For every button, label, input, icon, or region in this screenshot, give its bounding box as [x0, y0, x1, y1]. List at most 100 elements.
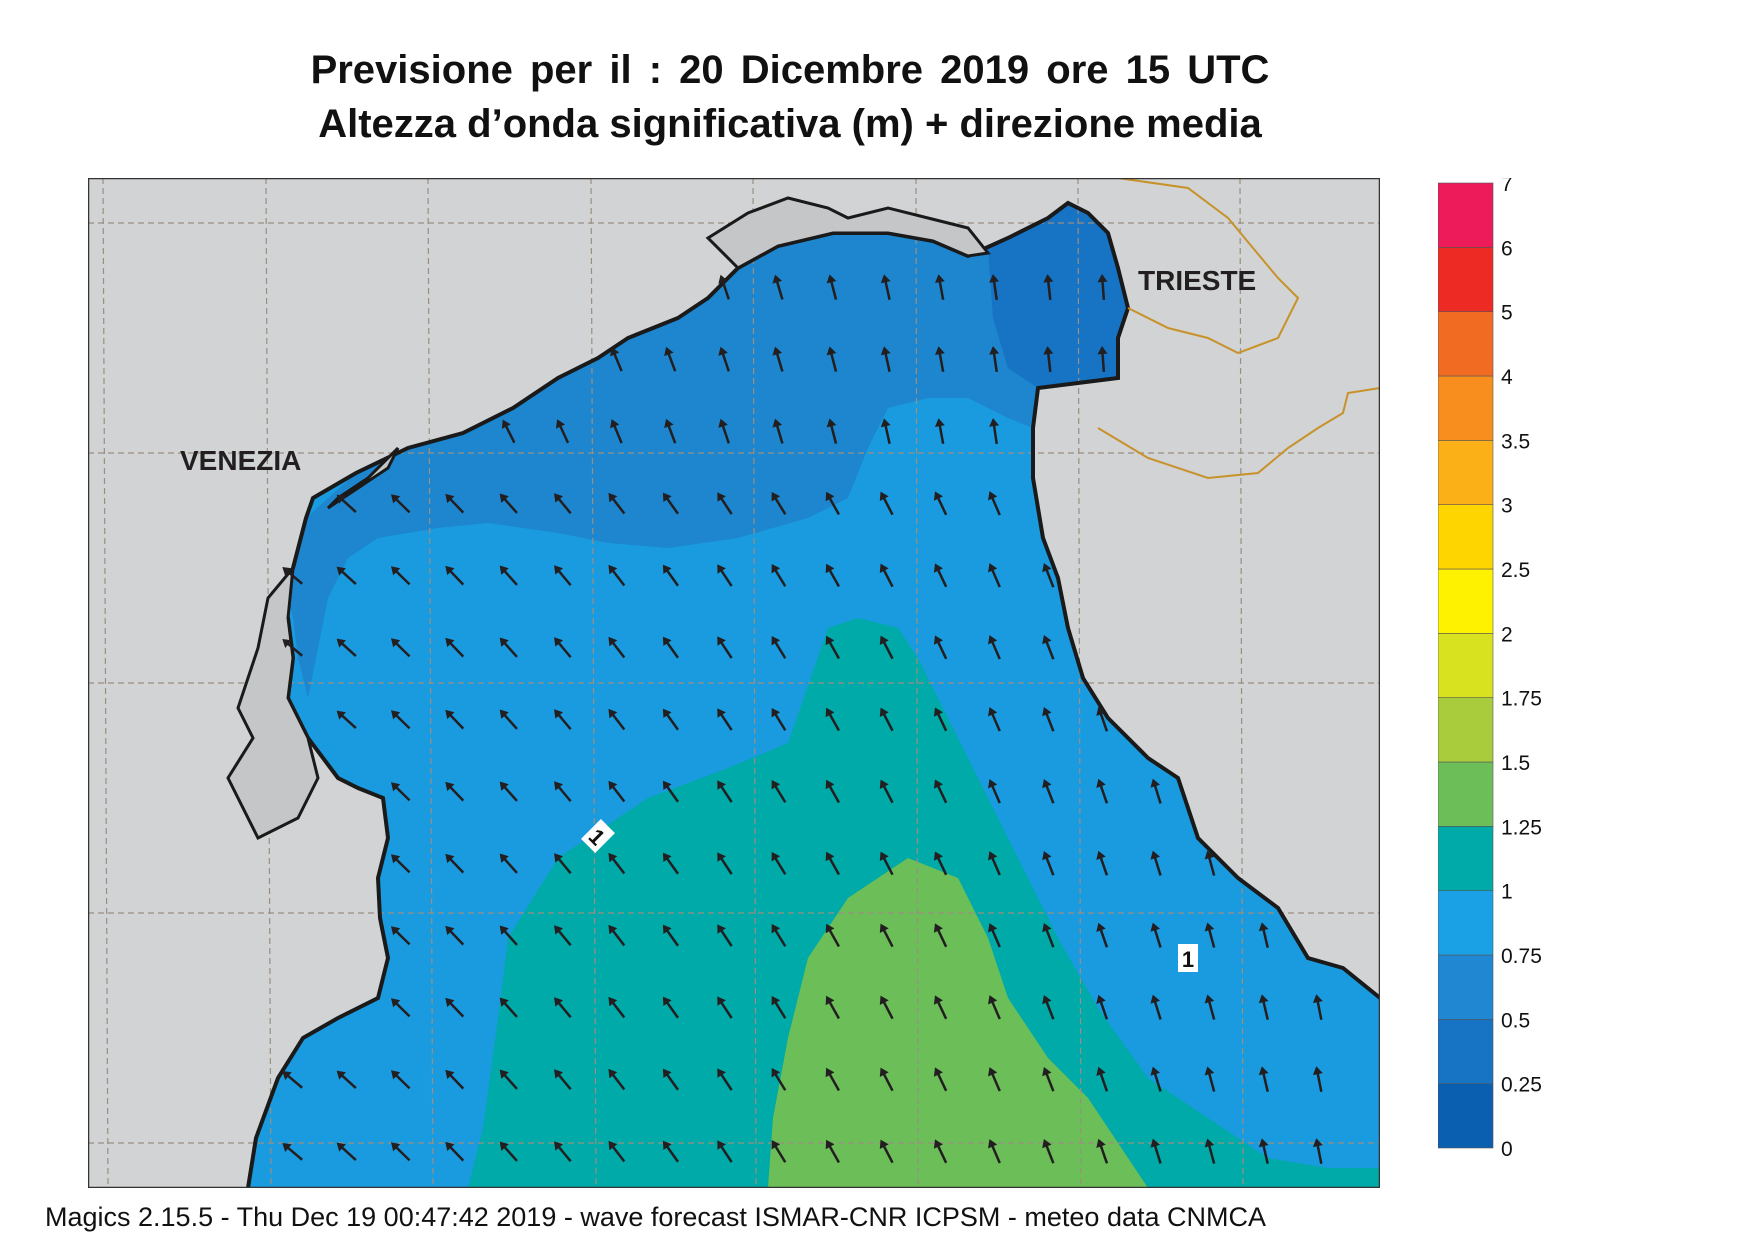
direction-arrow	[608, 996, 626, 1019]
legend-tick-label: 3.5	[1501, 430, 1530, 453]
direction-arrow	[390, 494, 411, 514]
direction-arrow	[772, 418, 784, 444]
legend-tick-label: 0.25	[1501, 1074, 1542, 1097]
direction-arrow	[390, 566, 411, 586]
direction-arrow	[662, 924, 679, 947]
direction-arrow	[933, 1067, 948, 1092]
direction-arrow	[1042, 634, 1055, 660]
direction-arrow	[390, 638, 411, 658]
direction-arrow	[608, 636, 626, 659]
direction-arrow	[662, 1140, 679, 1163]
direction-arrow	[718, 274, 730, 300]
legend-tick-label: 2	[1501, 623, 1513, 646]
direction-arrow	[282, 638, 303, 657]
direction-arrow	[554, 637, 572, 659]
legend-swatch	[1438, 954, 1494, 1020]
direction-arrow	[554, 853, 572, 875]
direction-arrow	[499, 781, 518, 802]
direction-arrow	[554, 493, 572, 515]
direction-arrow	[933, 707, 948, 732]
direction-arrow	[499, 709, 518, 730]
direction-arrow	[664, 418, 677, 444]
direction-arrow	[1042, 994, 1055, 1020]
direction-arrow	[717, 852, 733, 875]
direction-arrow	[1043, 346, 1054, 373]
legend-swatch	[1438, 1083, 1494, 1149]
legend-tick-label: 1	[1501, 881, 1513, 904]
direction-arrow	[1204, 850, 1216, 876]
direction-arrow	[664, 346, 677, 372]
direction-arrow	[282, 1070, 303, 1089]
direction-arrow	[771, 1140, 787, 1163]
direction-arrow	[554, 781, 572, 803]
legend-swatch	[1438, 568, 1494, 634]
direction-arrow	[336, 566, 357, 585]
direction-arrow	[988, 1139, 1001, 1164]
direction-arrow	[555, 419, 570, 444]
legend-swatch	[1438, 1019, 1494, 1084]
direction-arrow	[554, 1069, 572, 1091]
direction-arrow	[879, 635, 894, 660]
direction-arrow	[988, 635, 1001, 660]
direction-arrow	[610, 347, 623, 372]
direction-arrow	[390, 926, 411, 946]
direction-arrow	[445, 637, 465, 658]
direction-arrow	[825, 563, 840, 588]
direction-arrow	[826, 418, 838, 444]
direction-arrow	[1042, 922, 1055, 948]
direction-arrow	[933, 635, 948, 660]
direction-arrow	[390, 710, 411, 730]
direction-arrow	[771, 492, 787, 515]
direction-arrow	[933, 1139, 948, 1164]
direction-arrow	[1097, 346, 1108, 373]
direction-arrow	[935, 418, 945, 445]
direction-arrow	[662, 996, 679, 1019]
legend-tick-label: 3	[1501, 495, 1513, 518]
direction-arrow	[933, 923, 948, 948]
direction-arrow	[1258, 994, 1269, 1020]
direction-arrow	[988, 707, 1001, 732]
national-border	[1097, 178, 1380, 480]
direction-arrow	[880, 418, 891, 444]
direction-arrow	[879, 923, 894, 948]
direction-arrow	[1042, 706, 1055, 732]
legend-tick-label: 0.75	[1501, 945, 1542, 968]
legend-swatch	[1438, 826, 1494, 891]
direction-arrow	[662, 1068, 679, 1091]
direction-arrow	[1096, 1138, 1109, 1164]
direction-arrow	[662, 492, 679, 515]
legend-swatch	[1438, 761, 1494, 827]
direction-arrow	[825, 923, 840, 948]
title-line-2: Altezza d’onda significativa (m) + direz…	[318, 102, 1262, 146]
sea-band-1-25	[768, 858, 1148, 1188]
legend-tick-label: 6	[1501, 237, 1513, 260]
legend-tick-label: 5	[1501, 302, 1513, 325]
direction-arrow	[880, 346, 891, 372]
direction-arrow	[879, 851, 894, 876]
direction-arrow	[717, 1140, 733, 1163]
direction-arrow	[282, 1142, 303, 1161]
direction-arrow	[771, 564, 787, 587]
direction-arrow	[1150, 922, 1162, 948]
marano-lagoon	[705, 196, 991, 270]
direction-arrow	[1312, 994, 1323, 1021]
direction-arrow	[445, 853, 465, 874]
sea-band-0-5	[288, 203, 1128, 698]
direction-arrow	[390, 854, 411, 874]
direction-arrow	[554, 1141, 572, 1163]
direction-arrow	[879, 1067, 894, 1092]
legend-tick-label: 0	[1501, 1138, 1513, 1161]
direction-arrow	[662, 708, 679, 731]
direction-arrow	[662, 564, 679, 587]
direction-arrow	[445, 925, 465, 946]
direction-arrow	[1258, 1138, 1269, 1164]
legend-tick-label: 1.75	[1501, 688, 1542, 711]
direction-arrow	[718, 418, 730, 444]
direction-arrow	[879, 1139, 894, 1164]
direction-arrow	[445, 1141, 465, 1162]
direction-arrows	[282, 274, 1323, 1165]
direction-arrow	[771, 1068, 787, 1091]
direction-arrow	[717, 996, 733, 1019]
direction-arrow	[826, 274, 838, 300]
city-label-trieste: TRIESTE	[1138, 265, 1256, 296]
